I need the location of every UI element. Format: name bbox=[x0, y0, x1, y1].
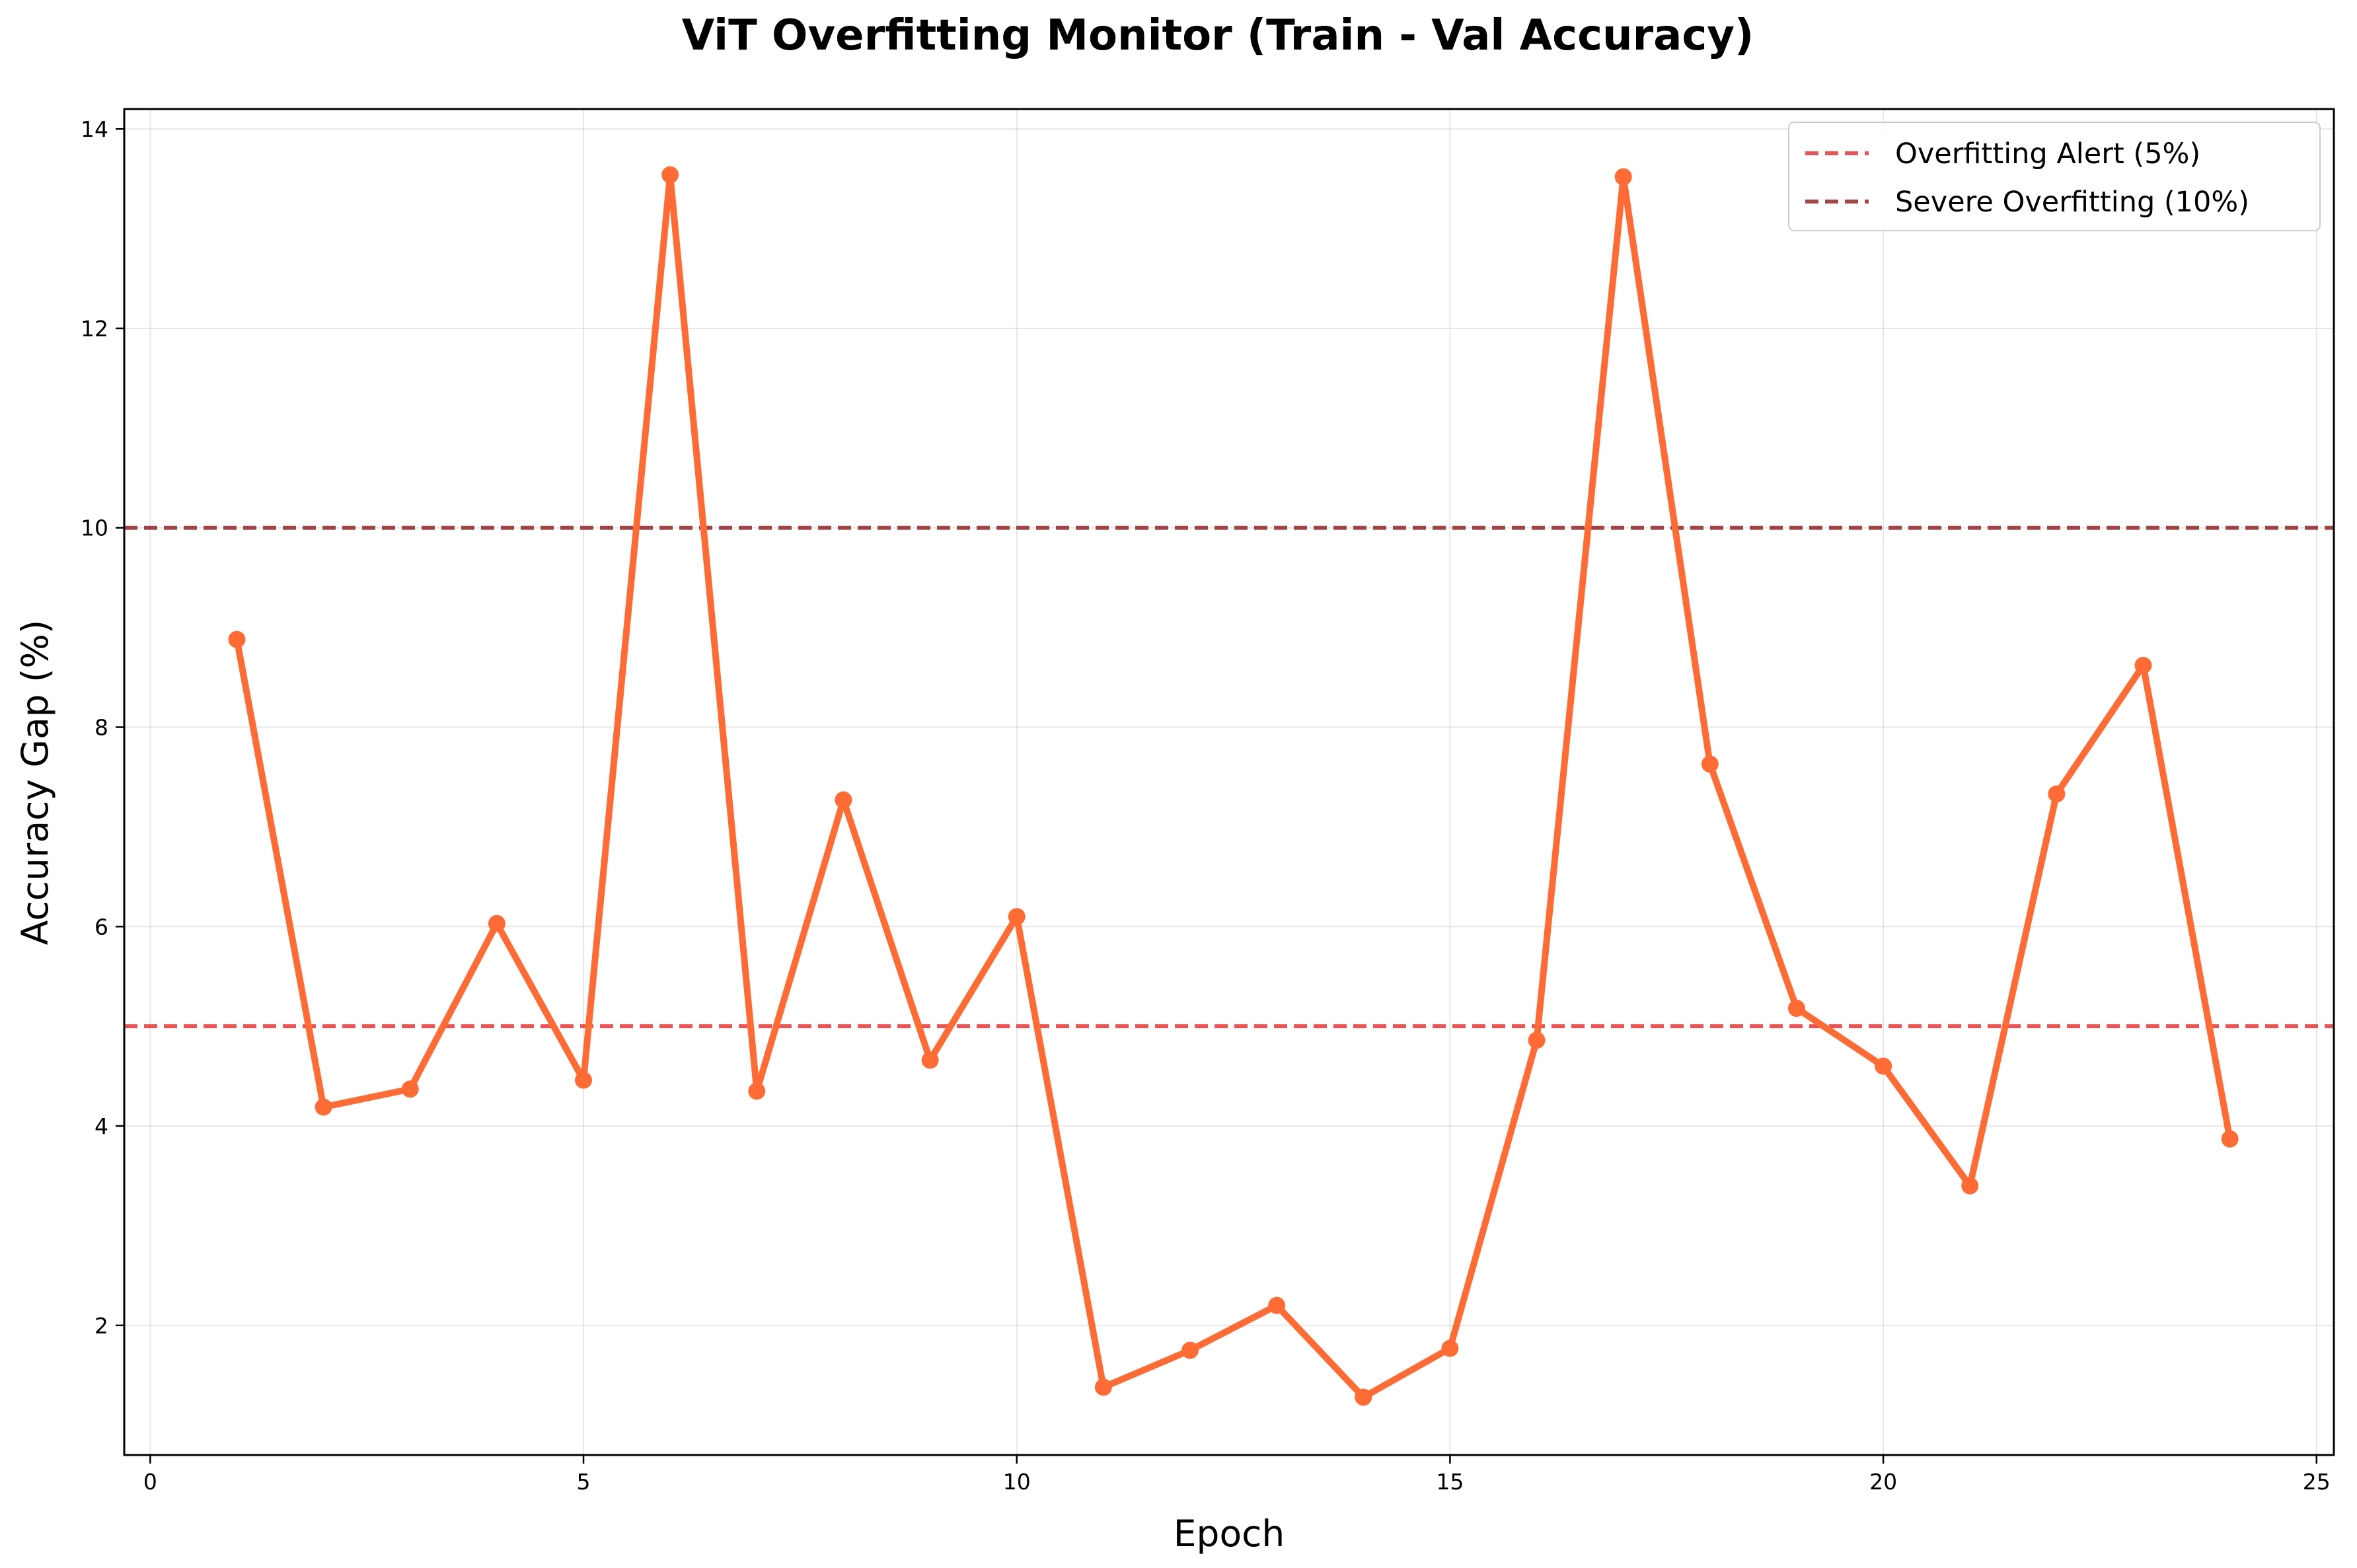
x-tick-label: 25 bbox=[2303, 1469, 2331, 1495]
data-point bbox=[2048, 785, 2066, 803]
y-tick-label: 14 bbox=[81, 116, 108, 142]
plot-frame bbox=[123, 108, 2335, 1456]
data-point bbox=[1787, 1000, 1805, 1018]
series-line bbox=[233, 171, 2233, 1401]
y-tick-label: 4 bbox=[94, 1113, 108, 1139]
data-point bbox=[1441, 1339, 1459, 1357]
data-point bbox=[1094, 1378, 1112, 1396]
ticks: 0 5 10 15 20 25 2 4 6 8 10 12 14 bbox=[81, 116, 2331, 1495]
data-point bbox=[1008, 908, 1026, 926]
y-tick-label: 2 bbox=[94, 1313, 108, 1339]
data-point bbox=[748, 1082, 766, 1100]
data-point bbox=[488, 915, 505, 932]
chart-title: ViT Overfitting Monitor (Train - Val Acc… bbox=[682, 11, 1754, 60]
y-tick-label: 12 bbox=[81, 316, 108, 342]
y-tick-label: 8 bbox=[94, 715, 108, 741]
data-point bbox=[1355, 1388, 1372, 1406]
data-point bbox=[1961, 1177, 1979, 1195]
legend: Overfitting Alert (5%) Severe Overfittin… bbox=[1788, 122, 2321, 231]
data-point bbox=[1701, 755, 1719, 773]
x-axis-label: Epoch bbox=[1174, 1512, 1285, 1555]
x-tick-label: 20 bbox=[1869, 1469, 1897, 1495]
data-point bbox=[835, 791, 852, 809]
data-point bbox=[2221, 1130, 2239, 1148]
legend-label-severe: Severe Overfitting (10%) bbox=[1895, 186, 2249, 219]
data-point bbox=[401, 1080, 419, 1098]
y-tick-label: 6 bbox=[94, 914, 108, 940]
data-point bbox=[228, 630, 246, 648]
data-point bbox=[575, 1071, 593, 1089]
data-point bbox=[1181, 1341, 1199, 1359]
legend-label-alert: Overfitting Alert (5%) bbox=[1895, 137, 2200, 170]
data-point bbox=[1528, 1031, 1546, 1049]
data-point bbox=[315, 1098, 332, 1116]
series bbox=[228, 166, 2239, 1406]
x-tick-label: 5 bbox=[577, 1469, 591, 1495]
data-point bbox=[661, 166, 679, 184]
threshold-lines bbox=[124, 525, 2334, 1029]
y-axis-label: Accuracy Gap (%) bbox=[14, 620, 56, 945]
x-tick-label: 10 bbox=[1003, 1469, 1031, 1495]
x-tick-label: 15 bbox=[1436, 1469, 1464, 1495]
x-tick-label: 0 bbox=[143, 1469, 157, 1495]
y-tick-label: 10 bbox=[81, 515, 108, 541]
legend-box bbox=[1788, 122, 2321, 231]
data-point bbox=[2134, 656, 2152, 674]
data-point bbox=[1875, 1057, 1892, 1075]
data-point bbox=[921, 1051, 939, 1069]
data-point bbox=[1268, 1296, 1286, 1314]
data-point bbox=[1614, 168, 1632, 186]
